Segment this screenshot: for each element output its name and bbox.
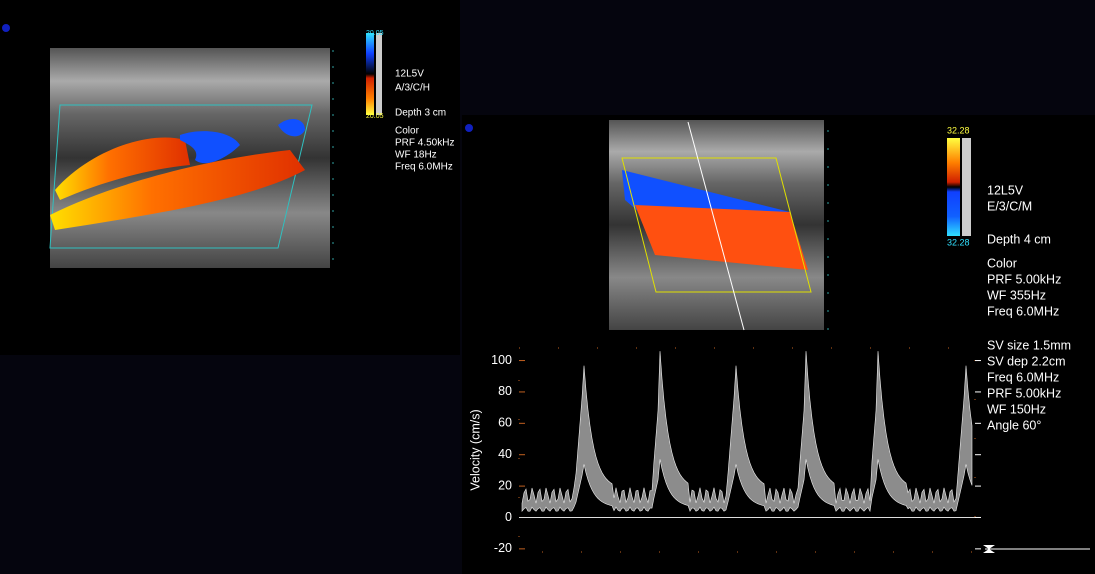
- colorbar: [376, 33, 382, 115]
- info-text: Freq 6.0MHz: [395, 162, 453, 173]
- info-text: Freq 6.0MHz: [987, 370, 1059, 384]
- info-text: Freq 6.0MHz: [987, 304, 1059, 318]
- info-text: E/3/C/M: [987, 199, 1032, 213]
- colorbar: [366, 33, 374, 115]
- marker-dot: [2, 24, 10, 32]
- info-text: Color: [395, 126, 420, 137]
- info-text: WF 150Hz: [987, 402, 1046, 416]
- doppler-spectrum: [521, 351, 973, 513]
- info-text: 12L5V: [987, 183, 1024, 197]
- marker-dot: [465, 124, 473, 132]
- y-tick-label: 80: [498, 384, 512, 398]
- flow: [635, 205, 808, 270]
- y-tick-label: 40: [498, 447, 512, 461]
- y-tick-label: 60: [498, 416, 512, 430]
- info-text: Depth 3 cm: [395, 108, 446, 119]
- info-text: Depth 4 cm: [987, 232, 1051, 246]
- colorbar: [962, 138, 971, 236]
- flow: [180, 131, 240, 164]
- info-text: 12L5V: [395, 69, 424, 80]
- info-text: SV dep 2.2cm: [987, 354, 1066, 368]
- y-tick-label: 0: [505, 510, 512, 524]
- color-box: [49, 104, 313, 249]
- colorbar-label: 20.05: [366, 113, 384, 120]
- info-text: WF 18Hz: [395, 150, 437, 161]
- colorbar: [947, 138, 960, 236]
- y-tick-label: -20: [494, 541, 512, 555]
- info-text: WF 355Hz: [987, 288, 1046, 302]
- info-text: PRF 5.00kHz: [987, 272, 1061, 286]
- colorbar-label: 32.28: [947, 237, 970, 247]
- y-axis-label: Velocity (cm/s): [468, 409, 482, 490]
- flow: [50, 150, 305, 230]
- y-tick-label: 100: [491, 353, 512, 367]
- info-text: SV size 1.5mm: [987, 338, 1071, 352]
- cursor-line: [687, 121, 745, 331]
- info-text: Color: [987, 256, 1017, 270]
- info-text: A/3/C/H: [395, 83, 430, 94]
- flow: [278, 118, 305, 137]
- colorbar-label: 20.05: [366, 30, 384, 37]
- info-text: PRF 5.00kHz: [987, 386, 1061, 400]
- y-tick-label: 20: [498, 478, 512, 492]
- flow: [55, 137, 190, 200]
- info-text: PRF 4.50kHz: [395, 138, 454, 149]
- colorbar-label: 32.28: [947, 125, 970, 135]
- info-text: Angle 60°: [987, 418, 1041, 432]
- color-box: [621, 157, 812, 293]
- baseline-control: [983, 545, 995, 553]
